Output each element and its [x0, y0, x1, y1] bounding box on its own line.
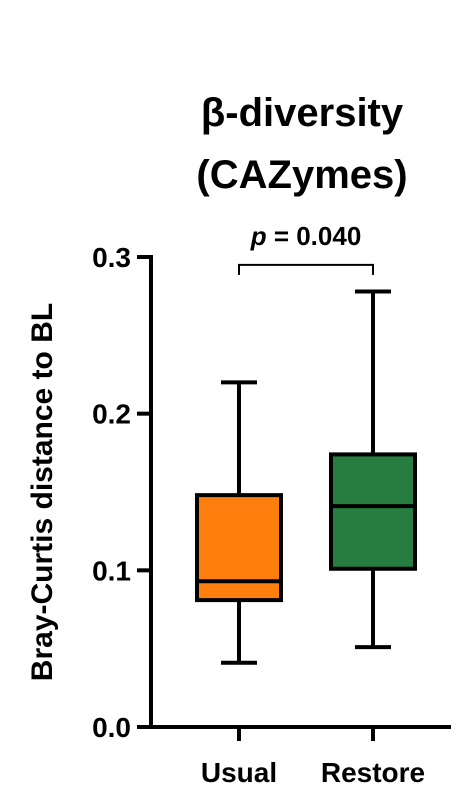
y-ticks: 0.0 0.1 0.2 0.3	[92, 242, 151, 743]
chart-title: β-diversity (CAZymes)	[196, 91, 407, 197]
iqr-box	[329, 452, 417, 571]
p-value-label: p = 0.040	[250, 221, 362, 251]
y-tick-label: 0.1	[92, 555, 131, 586]
boxes	[195, 289, 417, 665]
title-line-1: β-diversity	[201, 91, 404, 135]
y-axis-label: Bray-Curtis distance to BL	[26, 303, 59, 681]
x-ticks: Usual Restore	[201, 727, 425, 788]
x-tick-label: Usual	[201, 757, 277, 788]
x-tick-label: Restore	[321, 757, 425, 788]
box-restore	[329, 289, 417, 650]
significance-annotation: p = 0.040	[238, 221, 374, 275]
box-usual	[195, 380, 283, 665]
iqr-box	[195, 493, 283, 603]
axes	[149, 255, 451, 729]
y-tick-label: 0.3	[92, 242, 131, 273]
y-tick-label: 0.0	[92, 712, 131, 743]
y-tick-label: 0.2	[92, 399, 131, 430]
significance-bracket	[238, 263, 374, 275]
title-line-2: (CAZymes)	[196, 153, 407, 197]
